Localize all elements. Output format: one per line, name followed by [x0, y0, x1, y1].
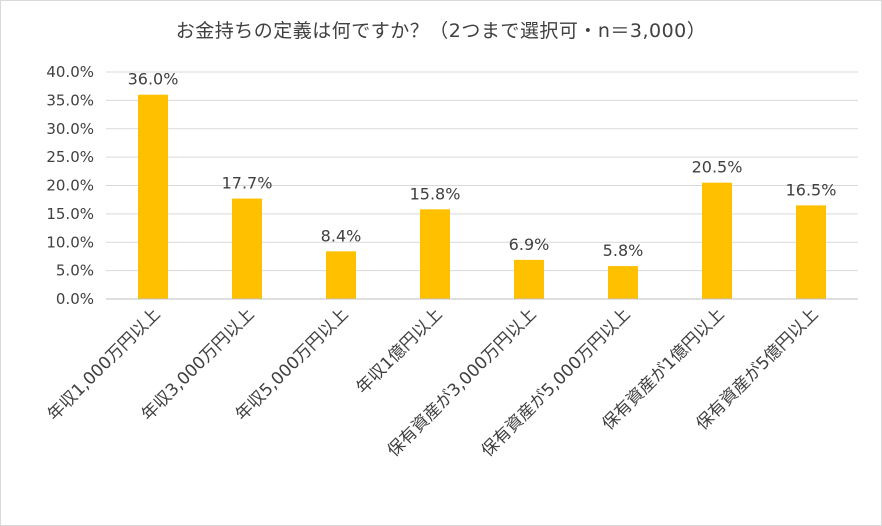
bar	[514, 259, 544, 299]
data-label: 5.8%	[603, 241, 644, 260]
data-label: 20.5%	[692, 158, 743, 177]
category-label: 保有資産が3,000万円以上	[384, 304, 541, 461]
bar	[608, 266, 638, 299]
data-label: 6.9%	[509, 235, 550, 254]
data-label: 16.5%	[786, 180, 837, 199]
y-tick-label: 0.0%	[56, 290, 94, 308]
y-tick-label: 5.0%	[56, 262, 94, 280]
category-label: 保有資産が5,000万円以上	[478, 304, 635, 461]
category-label: 年収1億円以上	[353, 304, 447, 398]
y-tick-label: 10.0%	[46, 233, 94, 251]
y-tick-label: 35.0%	[46, 91, 94, 109]
bar	[702, 182, 732, 299]
y-tick-label: 20.0%	[46, 177, 94, 195]
y-tick-label: 30.0%	[46, 120, 94, 138]
y-tick-label: 15.0%	[46, 205, 94, 223]
data-label: 17.7%	[222, 174, 273, 193]
y-tick-label: 40.0%	[46, 63, 94, 81]
data-label: 8.4%	[321, 226, 362, 245]
data-label: 36.0%	[128, 70, 179, 89]
y-tick-label: 25.0%	[46, 148, 94, 166]
bar	[326, 251, 356, 299]
data-label: 15.8%	[410, 184, 461, 203]
chart-title: お金持ちの定義は何ですか？（2つまで選択可・n＝3,000）	[175, 20, 707, 42]
bar	[420, 209, 450, 299]
bar	[796, 205, 826, 299]
bar	[138, 94, 168, 299]
bar	[232, 198, 262, 299]
